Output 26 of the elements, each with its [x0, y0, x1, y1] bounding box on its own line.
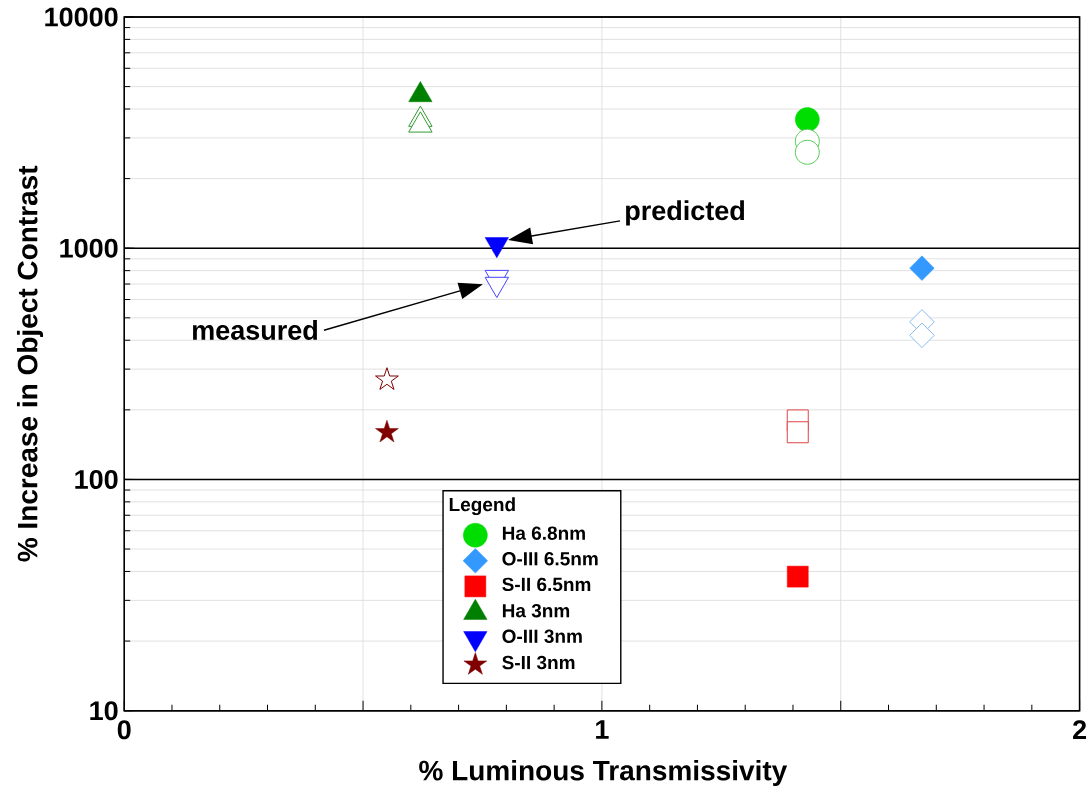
annotation: predicted [626, 200, 744, 226]
annotation: measured [193, 320, 317, 340]
y-tick-label: 10 [90, 701, 118, 721]
point [794, 139, 820, 165]
legend-label: S-II 6.5nm [502, 577, 591, 592]
y-axis-title: % Increase in Object Contrast [16, 165, 44, 562]
point [909, 255, 935, 281]
point [795, 107, 820, 132]
point [909, 322, 935, 349]
legend-label: O-III 3nm [502, 629, 582, 644]
point [375, 367, 399, 390]
legend-label: Ha 6.8nm [502, 526, 585, 540]
x-tick-label: 1 [596, 720, 609, 739]
legend-label: Ha 3nm [502, 603, 570, 618]
legend-label: O-III 6.5nm [502, 552, 598, 566]
x-axis-title: % Luminous Transmissivity [419, 759, 788, 787]
y-tick-label: 100 [75, 469, 118, 490]
x-tick-label: 0 [117, 720, 131, 740]
legend-title: Legend [449, 497, 515, 516]
y-tick-label: 1000 [60, 238, 118, 258]
point [375, 420, 399, 443]
point [786, 421, 809, 444]
x-tick-label: 2 [1073, 720, 1087, 740]
point [787, 565, 809, 588]
y-tick-label: 10000 [45, 7, 118, 27]
legend-label: S-II 3nm [502, 655, 575, 670]
